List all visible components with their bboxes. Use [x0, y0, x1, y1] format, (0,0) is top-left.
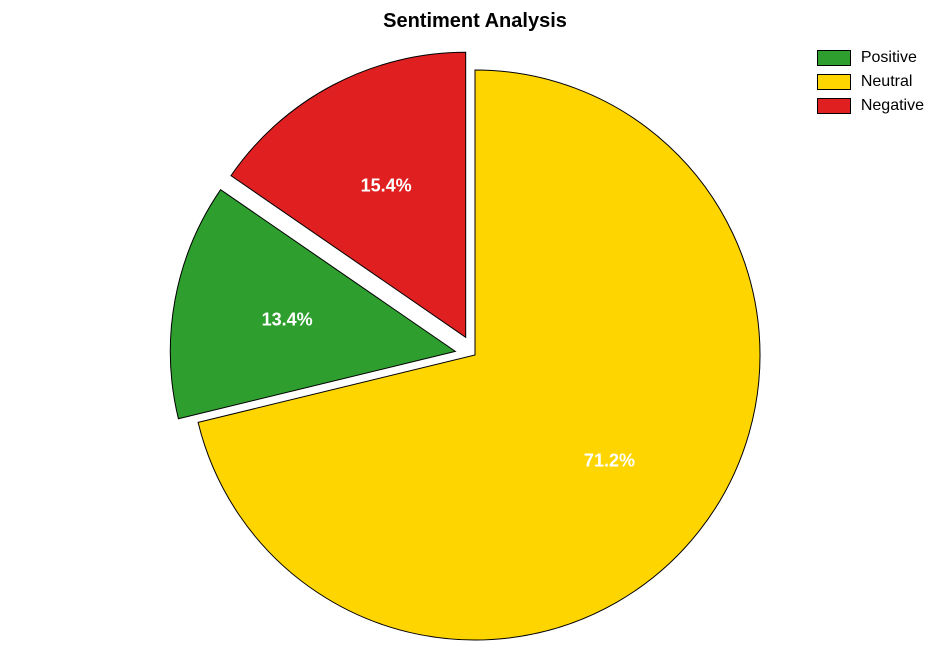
slice-label-positive: 13.4% — [262, 310, 313, 331]
legend-swatch-positive — [817, 50, 851, 66]
legend-item-positive: Positive — [817, 48, 924, 68]
legend-label-negative: Negative — [861, 97, 924, 115]
pie-chart: 71.2% 13.4% 15.4% — [0, 0, 950, 662]
pie-svg — [0, 0, 950, 662]
legend-label-neutral: Neutral — [861, 73, 913, 91]
legend-item-negative: Negative — [817, 96, 924, 116]
slice-label-neutral: 71.2% — [584, 450, 635, 471]
legend-item-neutral: Neutral — [817, 72, 924, 92]
legend-label-positive: Positive — [861, 49, 917, 67]
slice-label-negative: 15.4% — [361, 175, 412, 196]
legend-swatch-negative — [817, 98, 851, 114]
legend-swatch-neutral — [817, 74, 851, 90]
legend: Positive Neutral Negative — [817, 48, 924, 120]
